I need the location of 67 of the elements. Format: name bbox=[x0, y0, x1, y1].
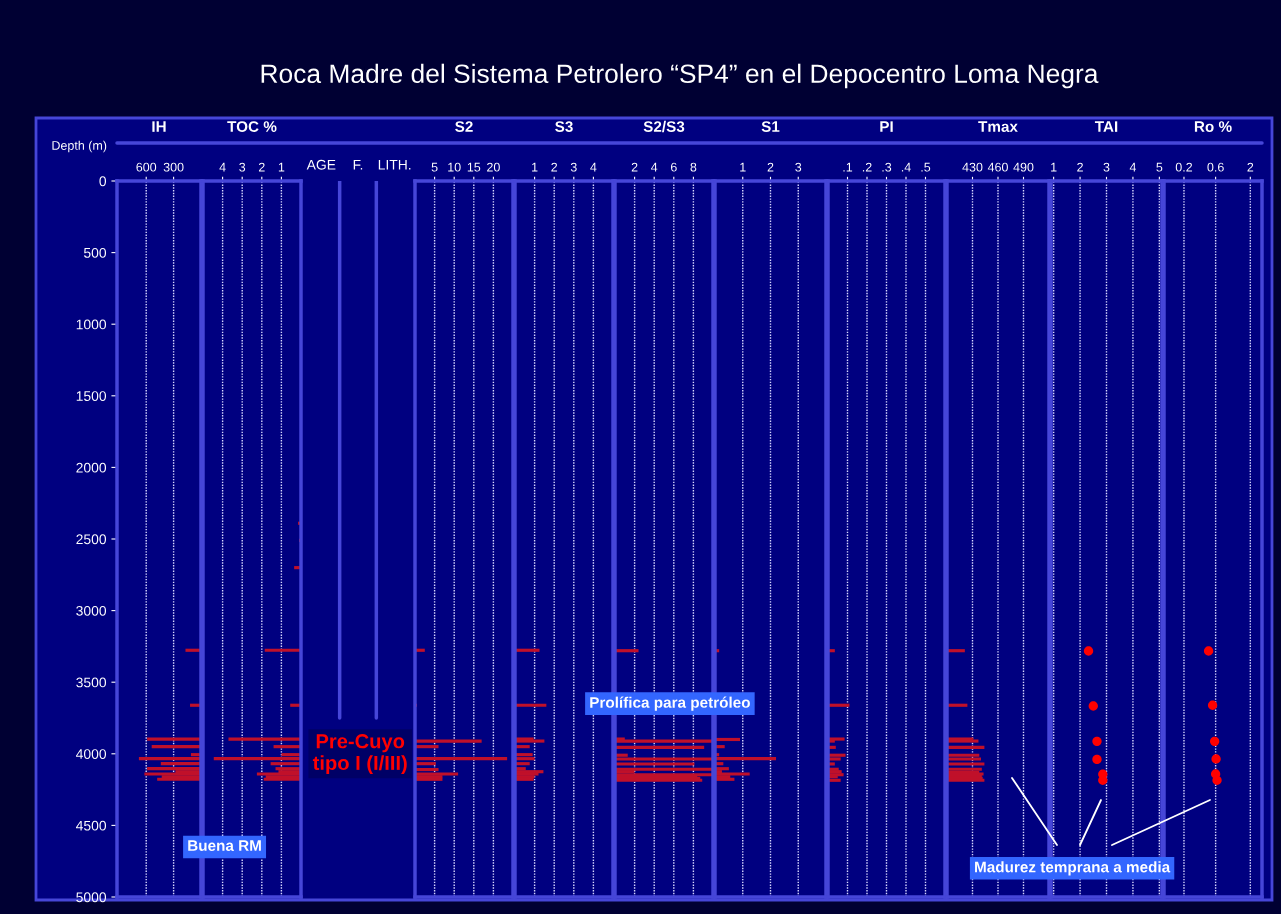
x-tick-label: 600 bbox=[136, 162, 157, 172]
y-tick-label: 500 bbox=[83, 247, 107, 258]
x-tick-label: 3 bbox=[239, 162, 246, 172]
x-tick-label: .5 bbox=[921, 162, 931, 172]
x-tick-label: .1 bbox=[843, 162, 853, 172]
x-tick-label: 15 bbox=[467, 162, 481, 172]
x-tick-label: 1 bbox=[278, 162, 285, 172]
x-tick-label: 10 bbox=[448, 162, 461, 172]
x-tick-label: .2 bbox=[862, 162, 872, 172]
x-tick-label: 490 bbox=[1013, 162, 1034, 172]
x-axis-title: IH bbox=[152, 121, 166, 132]
x-axis-title: PI bbox=[880, 121, 893, 132]
x-axis-title: S3 bbox=[555, 121, 573, 133]
y-tick-label: 1000 bbox=[76, 319, 107, 330]
x-tick-label: 4 bbox=[1129, 162, 1137, 172]
x-tick-label: 1 bbox=[532, 162, 538, 172]
y-tick-label: 4500 bbox=[76, 820, 107, 831]
x-axis-title: S1 bbox=[761, 121, 780, 132]
x-tick-label: 3 bbox=[570, 162, 577, 172]
x-tick-label: 2 bbox=[631, 162, 638, 172]
category-label: F. bbox=[353, 159, 363, 170]
x-axis-title: Tmax bbox=[978, 121, 1018, 132]
x-tick-label: 5 bbox=[1156, 162, 1163, 172]
y-tick-label: 1500 bbox=[76, 391, 107, 401]
y-tick-label: 5000 bbox=[76, 892, 107, 903]
x-tick-label: 300 bbox=[163, 162, 184, 172]
x-axis-title: Ro % bbox=[1194, 121, 1232, 132]
annotation: Prolífica para petróleo bbox=[590, 696, 750, 711]
x-tick-label: 430 bbox=[962, 162, 983, 172]
x-tick-label: 5 bbox=[431, 162, 438, 172]
y-tick-label: 2000 bbox=[76, 462, 107, 473]
x-axis-title: TAI bbox=[1094, 121, 1118, 132]
category-label: AGE bbox=[306, 159, 336, 170]
annotation: Buena RM bbox=[188, 840, 261, 851]
x-axis-title: S2 bbox=[455, 121, 473, 132]
x-tick-label: 0.6 bbox=[1207, 162, 1224, 172]
y-tick-label: 4000 bbox=[76, 749, 107, 759]
x-tick-label: .4 bbox=[901, 162, 911, 172]
x-tick-label: 20 bbox=[487, 162, 500, 172]
x-tick-label: 2 bbox=[767, 162, 774, 172]
x-tick-label: 4 bbox=[219, 162, 226, 172]
x-tick-label: 2 bbox=[258, 162, 265, 172]
x-tick-label: 3 bbox=[795, 162, 802, 172]
x-tick-label: 1 bbox=[740, 162, 746, 172]
x-tick-label: 4 bbox=[651, 162, 658, 172]
text: Pre-Cuyo tipo I (I/III) bbox=[312, 734, 407, 775]
x-tick-label: 1 bbox=[1051, 162, 1057, 172]
y-tick-label: 3000 bbox=[76, 605, 107, 616]
x-tick-label: 4 bbox=[590, 162, 597, 172]
y-tick-label: 2500 bbox=[76, 534, 107, 545]
x-tick-label: 6 bbox=[670, 162, 677, 172]
x-tick-label: 460 bbox=[987, 162, 1008, 172]
x-tick-label: 2 bbox=[1247, 162, 1254, 172]
x-tick-label: .3 bbox=[882, 162, 892, 172]
x-tick-label: 8 bbox=[690, 162, 697, 172]
chart-title: Roca Madre del Sistema Petrolero “SP4” en el Depocentro Loma Negra bbox=[261, 63, 1099, 89]
y-axis-title: Depth (m) bbox=[52, 140, 107, 153]
category-label: LITH. bbox=[378, 159, 411, 170]
x-tick-label: 2 bbox=[551, 162, 558, 172]
x-tick-label: 0.2 bbox=[1175, 162, 1193, 172]
x-axis-title: S2/S3 bbox=[643, 120, 685, 133]
y-tick-label: 0 bbox=[99, 176, 107, 187]
y-tick-label: 3500 bbox=[76, 677, 107, 688]
x-tick-label: 3 bbox=[1103, 162, 1110, 172]
annotation: Madurez temprana a media bbox=[975, 861, 1171, 876]
x-tick-label: 2 bbox=[1077, 162, 1083, 172]
x-axis-title: TOC % bbox=[227, 121, 277, 132]
